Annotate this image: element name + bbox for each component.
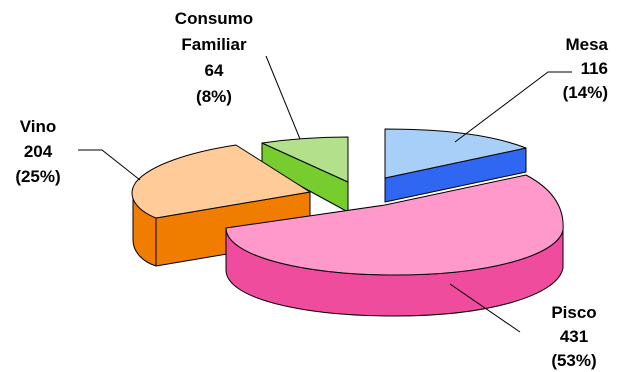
label-pisco-value: 431	[560, 327, 588, 346]
slice-vino-top	[131, 144, 311, 219]
label-consumo-familiar-line2: Familiar	[181, 35, 247, 54]
label-vino: Vino 204 (25%)	[15, 117, 60, 186]
label-pisco: Pisco 431 (53%)	[551, 303, 596, 370]
label-mesa-name: Mesa	[565, 35, 608, 54]
label-pisco-name: Pisco	[551, 303, 596, 322]
slice-pisco-top	[225, 174, 564, 276]
label-vino-name: Vino	[20, 117, 57, 136]
leader-line-consumo-familiar	[265, 55, 301, 140]
label-mesa: Mesa 116 (14%)	[563, 35, 609, 102]
label-vino-percent: (25%)	[15, 167, 60, 186]
slice-mesa-top	[384, 128, 527, 179]
label-mesa-percent: (14%)	[563, 83, 608, 102]
label-pisco-percent: (53%)	[551, 351, 596, 370]
label-consumo-familiar: Consumo Familiar 64 (8%)	[175, 9, 253, 106]
slice-mesa	[384, 128, 527, 203]
label-consumo-familiar-value: 64	[205, 61, 224, 80]
label-vino-value: 204	[24, 142, 53, 161]
slice-consumo-familiar-top	[261, 136, 349, 183]
leader-line-vino	[78, 149, 141, 181]
slice-consumo-familiar	[261, 136, 349, 213]
label-consumo-familiar-percent: (8%)	[196, 87, 232, 106]
label-consumo-familiar-line1: Consumo	[175, 9, 253, 28]
label-mesa-value: 116	[581, 59, 608, 78]
leader-line-pisco	[449, 283, 521, 333]
slice-pisco	[225, 174, 564, 317]
leader-line-mesa	[454, 71, 572, 143]
